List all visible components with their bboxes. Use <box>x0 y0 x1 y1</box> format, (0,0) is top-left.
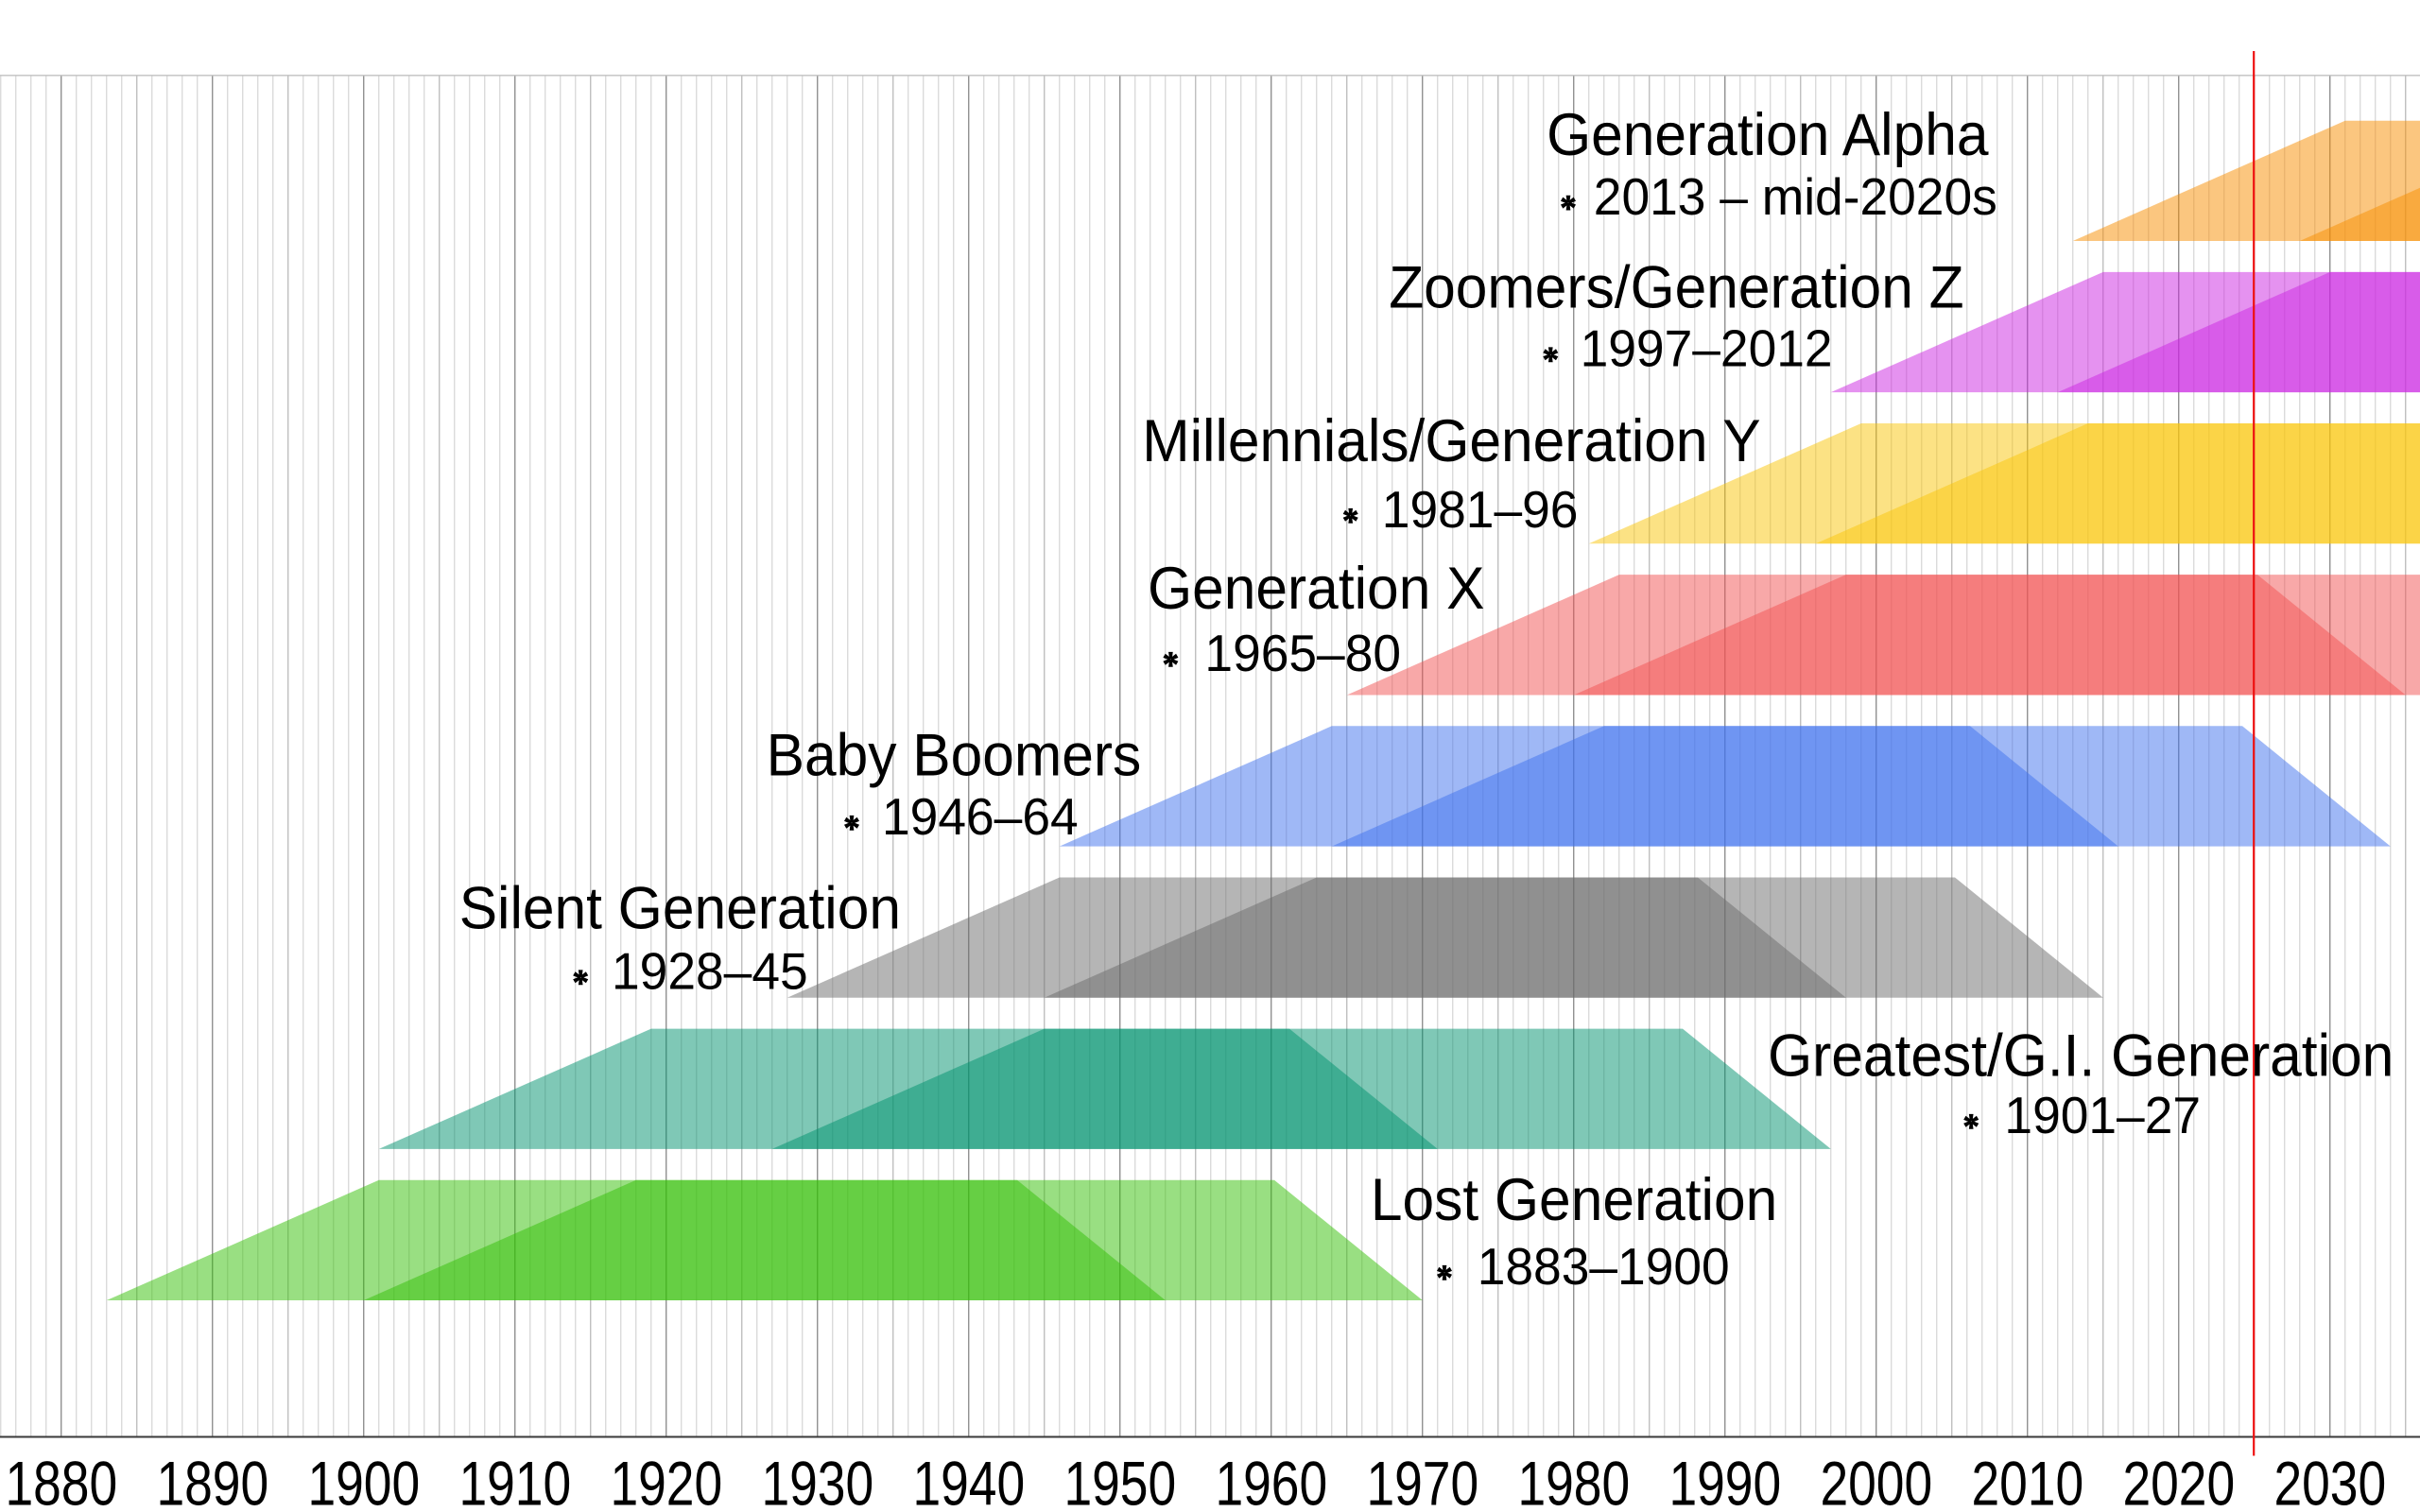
svg-text:Millennials/Generation Y: Millennials/Generation Y <box>1142 408 1760 474</box>
svg-text:Generation X: Generation X <box>1148 556 1484 622</box>
svg-text:1997–2012: 1997–2012 <box>1581 320 1833 378</box>
svg-text:1981–96: 1981–96 <box>1382 481 1579 539</box>
svg-text:1880: 1880 <box>5 1449 117 1512</box>
svg-text:Greatest/G.I. Generation: Greatest/G.I. Generation <box>1768 1022 2394 1089</box>
svg-text:1900: 1900 <box>307 1449 420 1512</box>
svg-text:1990: 1990 <box>1668 1449 1781 1512</box>
svg-text:1940: 1940 <box>912 1449 1025 1512</box>
svg-text:Baby Boomers: Baby Boomers <box>767 722 1142 788</box>
svg-text:Lost Generation: Lost Generation <box>1371 1167 1777 1233</box>
svg-text:1883–1900: 1883–1900 <box>1478 1238 1730 1296</box>
svg-text:1901–27: 1901–27 <box>2004 1087 2201 1144</box>
svg-text:1950: 1950 <box>1063 1449 1176 1512</box>
svg-text:1965–80: 1965–80 <box>1204 625 1401 682</box>
svg-text:2013 – mid-2020s: 2013 – mid-2020s <box>1594 168 1997 226</box>
svg-text:2010: 2010 <box>1971 1449 2083 1512</box>
svg-text:1960: 1960 <box>1215 1449 1327 1512</box>
svg-text:Silent Generation: Silent Generation <box>459 875 901 941</box>
svg-text:1890: 1890 <box>156 1449 268 1512</box>
svg-text:2000: 2000 <box>1820 1449 1932 1512</box>
svg-text:1970: 1970 <box>1366 1449 1478 1512</box>
svg-text:1980: 1980 <box>1517 1449 1630 1512</box>
svg-text:1928–45: 1928–45 <box>612 943 808 1001</box>
svg-text:1946–64: 1946–64 <box>882 788 1079 846</box>
svg-text:1910: 1910 <box>458 1449 571 1512</box>
svg-text:1920: 1920 <box>610 1449 722 1512</box>
svg-text:2020: 2020 <box>2122 1449 2235 1512</box>
svg-text:Generation Alpha: Generation Alpha <box>1547 102 1989 168</box>
svg-text:Zoomers/Generation Z: Zoomers/Generation Z <box>1389 255 1963 321</box>
svg-text:1930: 1930 <box>761 1449 873 1512</box>
svg-text:2030: 2030 <box>2273 1449 2386 1512</box>
